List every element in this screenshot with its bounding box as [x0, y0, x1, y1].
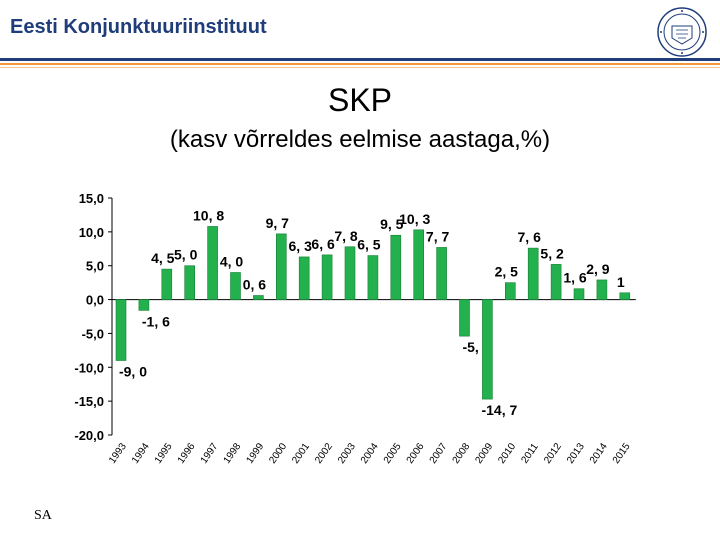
bar	[253, 295, 264, 300]
bar	[482, 299, 493, 400]
x-tick-label: 2004	[359, 441, 381, 466]
bar	[596, 279, 608, 300]
bar	[321, 254, 333, 300]
y-tick-label: -20,0	[74, 428, 104, 443]
footer-initials: SA	[34, 508, 52, 523]
x-tick-label: 2006	[405, 441, 427, 466]
bar	[138, 299, 150, 311]
data-label: 7, 6	[518, 229, 542, 245]
bar	[115, 299, 127, 361]
x-tick-label: 2003	[336, 441, 358, 466]
org-name: Eesti Konjunktuuriinstituut	[10, 16, 267, 38]
bar	[184, 265, 195, 300]
x-tick-label: 2008	[451, 441, 473, 466]
data-label: 6, 3	[289, 238, 313, 254]
x-tick-label: 2011	[519, 441, 541, 465]
x-tick-label: 2009	[473, 441, 495, 466]
bar	[619, 292, 631, 300]
bar	[573, 288, 585, 300]
bar	[298, 256, 310, 300]
bar	[207, 226, 218, 300]
data-label: 1	[617, 274, 625, 290]
x-tick-label: 2015	[611, 441, 633, 466]
data-label: 1, 6	[563, 270, 587, 286]
x-tick-label: 1998	[222, 441, 244, 466]
bar	[413, 229, 425, 300]
x-tick-label: 2010	[496, 441, 518, 466]
data-label: 2, 9	[586, 261, 610, 277]
bar	[161, 268, 173, 300]
data-label: -14, 7	[481, 402, 517, 418]
x-tick-label: 1999	[244, 441, 266, 466]
x-tick-label: 2002	[313, 441, 335, 466]
x-tick-label: 1997	[199, 441, 221, 466]
bar	[527, 247, 539, 300]
y-tick-label: 15,0	[79, 191, 104, 206]
header-rule-blue	[0, 58, 720, 61]
y-tick-label: 10,0	[79, 225, 104, 240]
x-tick-label: 2001	[290, 441, 312, 466]
x-tick-label: 1994	[130, 441, 152, 466]
data-label: 4, 5	[151, 250, 175, 266]
x-tick-label: 2007	[428, 441, 450, 466]
y-tick-label: 5,0	[86, 259, 104, 274]
chart-title: SKP	[327, 82, 393, 118]
data-label: 7, 7	[426, 228, 450, 244]
bar	[550, 264, 562, 300]
data-label: 6, 6	[311, 236, 335, 252]
data-label: 9, 5	[380, 216, 404, 232]
x-tick-label: 2013	[565, 441, 587, 466]
data-label: 6, 5	[357, 237, 381, 253]
data-label: 7, 8	[334, 228, 358, 244]
data-label: 0, 6	[243, 277, 267, 293]
x-tick-label: 1995	[153, 441, 175, 466]
x-tick-label: 2000	[267, 441, 289, 466]
data-label: 10, 8	[193, 207, 224, 223]
y-tick-label: 0,0	[86, 293, 104, 308]
x-tick-label: 1996	[176, 441, 198, 466]
data-label: 9, 7	[266, 215, 290, 231]
chart-subtitle: (kasv võrreldes eelmise aastaga,%)	[169, 126, 551, 153]
header-rule-orange	[0, 63, 720, 65]
data-label: 5, 0	[174, 247, 198, 263]
bar	[390, 234, 402, 300]
y-tick-label: -5,0	[82, 326, 104, 341]
bar	[344, 246, 356, 300]
data-label: 10, 3	[399, 211, 430, 227]
data-label: 5, 2	[540, 245, 564, 261]
data-label: 2, 5	[495, 264, 519, 280]
x-tick-label: 2005	[382, 441, 404, 466]
bar	[367, 255, 379, 300]
y-tick-label: -10,0	[74, 360, 104, 375]
x-tick-label: 1993	[107, 441, 129, 466]
y-tick-label: -15,0	[74, 394, 104, 409]
seal-logo-icon	[657, 7, 707, 57]
header-rule-orange-thin	[0, 67, 720, 68]
bar	[504, 282, 516, 300]
x-tick-label: 2014	[588, 441, 610, 466]
bar	[230, 272, 241, 300]
x-tick-label: 2012	[542, 441, 564, 466]
bar	[436, 247, 447, 300]
bar	[275, 233, 287, 300]
data-label: -9, 0	[119, 364, 147, 380]
data-label: 4, 0	[220, 253, 244, 269]
bar	[459, 299, 470, 337]
data-label: -1, 6	[142, 313, 170, 329]
